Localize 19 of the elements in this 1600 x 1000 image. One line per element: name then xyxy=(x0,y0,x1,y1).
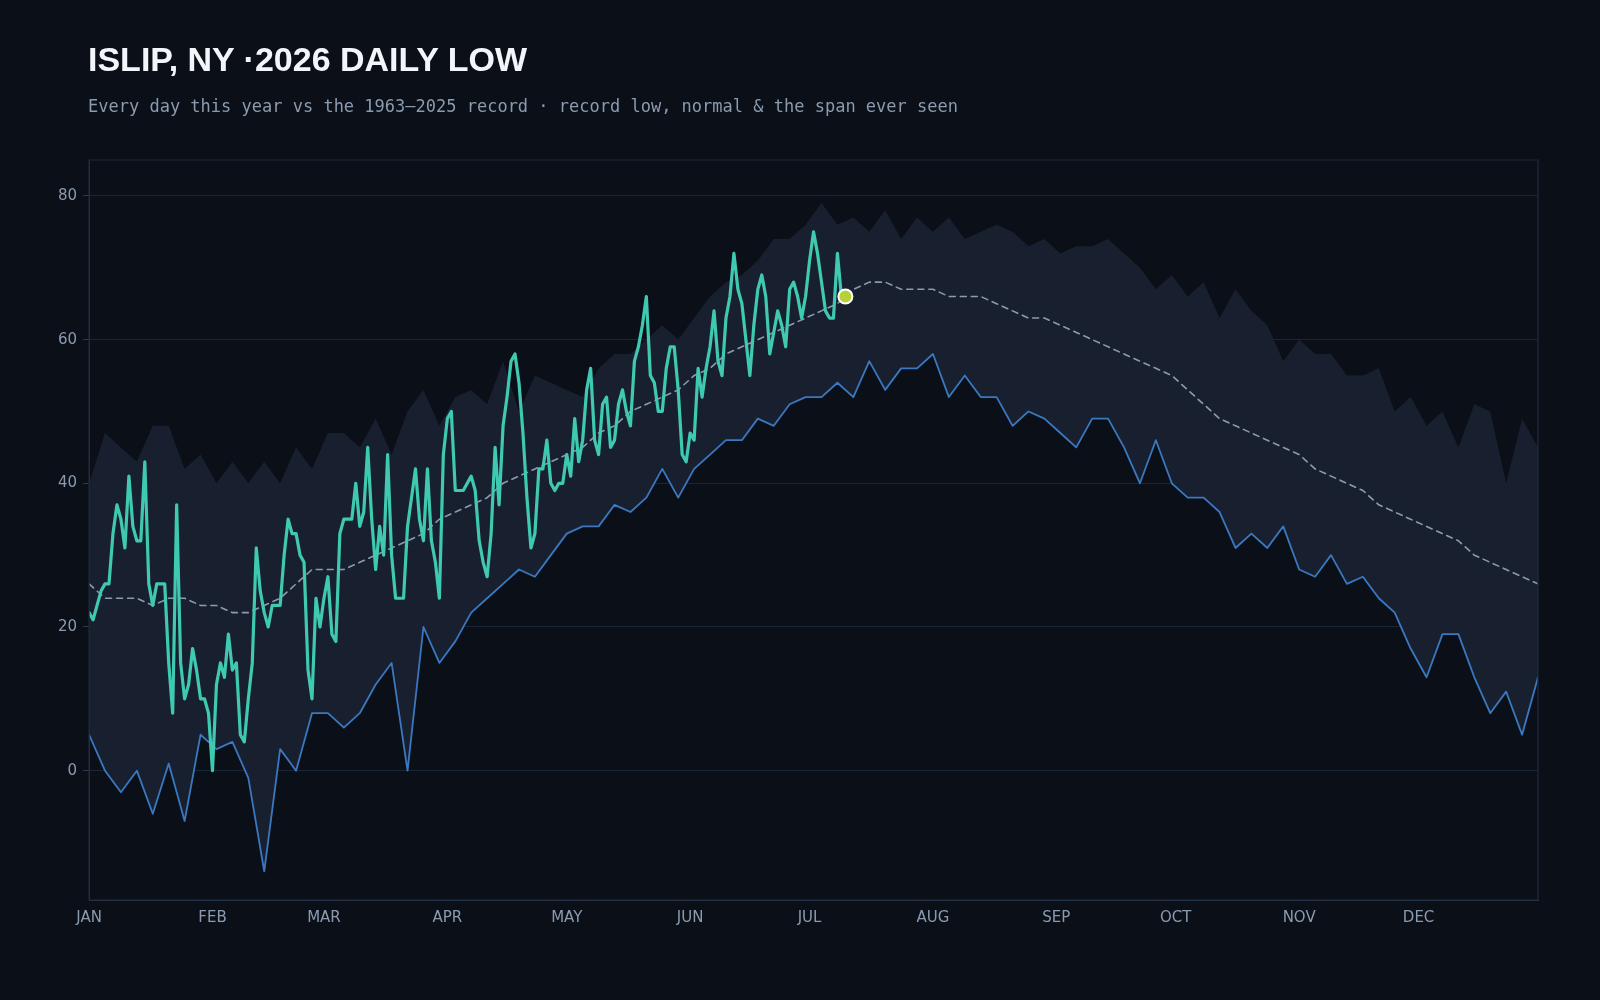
x-tick-label: AUG xyxy=(916,907,950,926)
y-tick-label: 20 xyxy=(57,616,78,635)
x-tick-label: APR xyxy=(432,907,463,926)
x-tick-label: OCT xyxy=(1160,907,1193,926)
chart-title: ISLIP, NY ·2026 DAILY LOW xyxy=(88,40,528,79)
x-tick-label: FEB xyxy=(198,907,227,926)
x-tick-label: JUL xyxy=(796,907,823,926)
x-tick-label: DEC xyxy=(1402,907,1435,926)
x-tick-label: JAN xyxy=(75,907,102,926)
x-tick-label: MAR xyxy=(307,907,341,926)
chart-subtitle: Every day this year vs the 1963–2025 record · record low, normal & the span ever seen xyxy=(88,96,958,116)
y-tick-label: 0 xyxy=(67,760,78,779)
x-tick-label: SEP xyxy=(1042,907,1071,926)
x-tick-label: NOV xyxy=(1282,907,1317,926)
x-tick-label: JUN xyxy=(675,907,704,926)
y-tick-label: 60 xyxy=(57,329,78,348)
y-tick-label: 80 xyxy=(57,185,78,204)
y-tick-label: 40 xyxy=(57,473,78,492)
x-tick-label: MAY xyxy=(551,907,584,926)
